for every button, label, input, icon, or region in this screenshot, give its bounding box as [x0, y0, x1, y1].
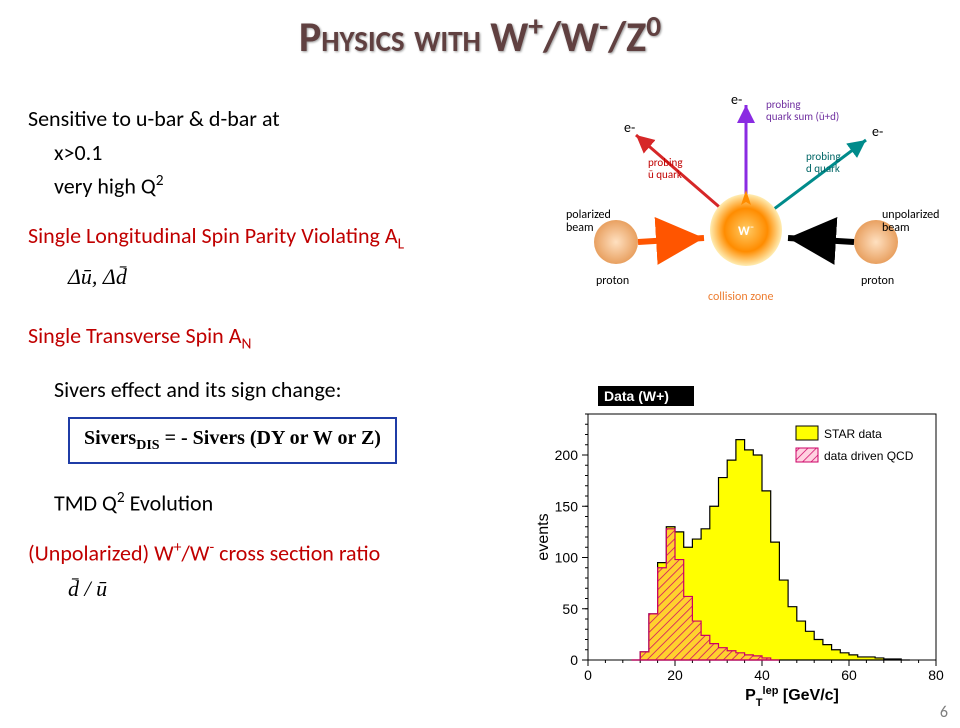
proton-left-icon	[594, 220, 638, 264]
eq-delta-ubar-dbar: Δū, Δd̄	[68, 262, 528, 292]
sensitive-line3: very high Q2	[54, 171, 528, 201]
label-probing-d: probingd quark	[806, 150, 841, 175]
svg-text:60: 60	[841, 667, 857, 683]
label-W: W⁻	[738, 224, 754, 239]
svg-text:80: 80	[928, 667, 944, 683]
histogram-chart: Data (W+) 0 20 40 60 80 0 50 100 150 200 events PTle…	[530, 386, 946, 706]
sensitive-line1: Sensitive to u-bar & d-bar at	[28, 104, 528, 134]
page-number: 6	[940, 703, 948, 722]
sensitive-line2: x>0.1	[54, 138, 528, 168]
svg-text:40: 40	[754, 667, 770, 683]
collision-diagram: e- e- e- probingū quark probingquark sum…	[546, 90, 946, 320]
svg-text:Data (W+): Data (W+)	[604, 388, 669, 404]
main-text: Sensitive to u-bar & d-bar at x>0.1 very…	[28, 104, 528, 604]
sivers-box: SiversDIS = - Sivers (DY or W or Z)	[68, 417, 397, 464]
svg-text:PTlep [GeV/c]: PTlep [GeV/c]	[745, 685, 839, 706]
label-proton1: proton	[596, 274, 629, 288]
label-probing-ubar: probingū quark	[648, 156, 683, 181]
svg-text:0: 0	[570, 652, 578, 668]
svg-text:100: 100	[555, 550, 579, 566]
transverse-line: Single Transverse Spin AN	[28, 321, 528, 355]
svg-text:150: 150	[555, 498, 579, 514]
unpolarized-line: (Unpolarized) W+/W- cross section ratio	[28, 538, 528, 568]
svg-text:200: 200	[555, 447, 579, 463]
label-e3: e-	[872, 123, 883, 140]
slide-title: Physics with W+/W-/Z0	[0, 8, 960, 63]
svg-text:50: 50	[562, 601, 578, 617]
svg-text:0: 0	[584, 667, 592, 683]
label-collision: collision zone	[708, 290, 773, 304]
label-proton2: proton	[861, 274, 894, 288]
label-e1: e-	[624, 119, 635, 136]
label-unpolarized: unpolarizedbeam	[882, 208, 939, 235]
svg-text:data driven QCD: data driven QCD	[824, 449, 914, 463]
label-e2: e-	[731, 91, 742, 108]
sivers-intro: Sivers effect and its sign change:	[54, 375, 528, 405]
eq-dbar-ubar-ratio: d̄ / ū	[68, 574, 528, 604]
tmd-line: TMD Q2 Evolution	[54, 488, 528, 518]
longitudinal-line: Single Longitudinal Spin Parity Violatin…	[28, 221, 528, 255]
svg-text:STAR data: STAR data	[824, 427, 882, 441]
svg-text:events: events	[535, 513, 552, 560]
svg-text:20: 20	[667, 667, 683, 683]
label-probing-sum: probingquark sum (ū+d)	[766, 98, 839, 123]
